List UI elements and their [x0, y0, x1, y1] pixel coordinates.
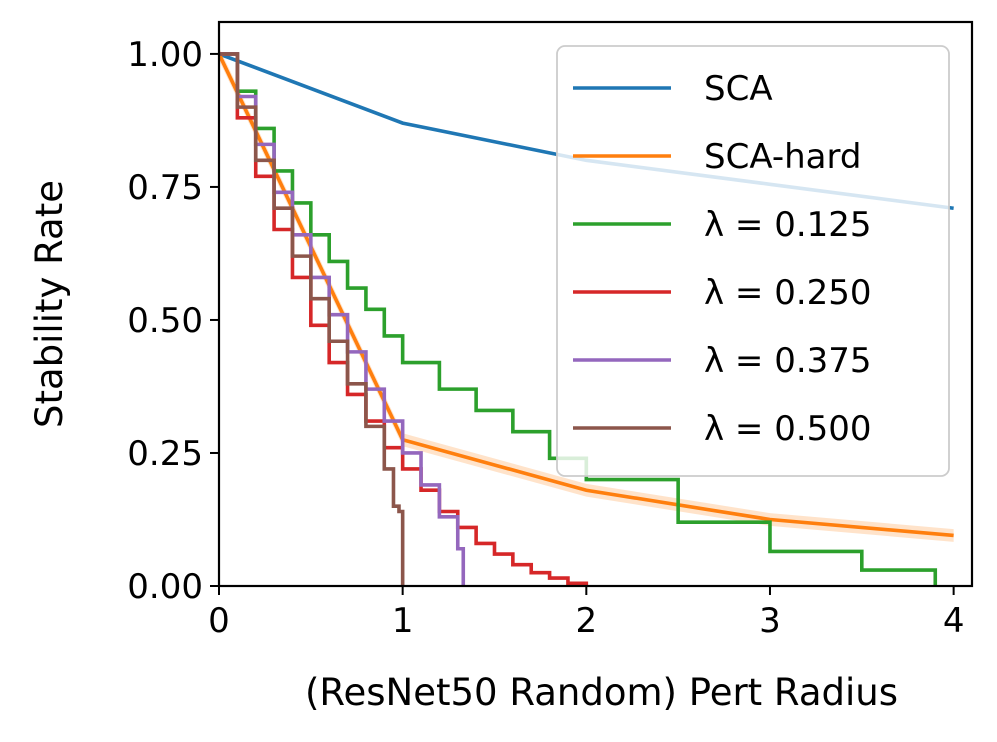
x-tick-label: 4 [943, 601, 965, 641]
y-tick-label: 0.75 [127, 168, 203, 208]
y-axis-ticks: 0.00 0.25 0.50 0.75 1.00 [127, 35, 219, 607]
series-line [219, 53, 954, 538]
y-tick-label: 0.00 [127, 567, 203, 607]
legend-label: λ = 0.375 [704, 341, 872, 381]
legend: SCA SCA-hard λ = 0.125 λ = 0.250 λ = 0.375 λ … [556, 45, 950, 477]
series-2 [219, 52, 938, 586]
y-tick-label: 1.00 [127, 35, 203, 75]
y-tick-label: 0.50 [127, 301, 203, 341]
x-tick-label: 0 [208, 601, 230, 641]
series-line [219, 52, 405, 586]
legend-label: λ = 0.250 [704, 273, 872, 313]
x-axis-title: (ResNet50 Random) Pert Radius [305, 671, 898, 714]
legend-label: SCA-hard [704, 137, 861, 177]
x-axis-ticks: 0 1 2 3 4 [208, 586, 964, 641]
x-tick-label: 1 [392, 601, 414, 641]
series-line [219, 52, 589, 586]
legend-label: λ = 0.500 [704, 409, 872, 449]
y-tick-label: 0.25 [127, 434, 203, 474]
series-line [219, 52, 938, 586]
x-tick-label: 2 [575, 601, 597, 641]
series-5 [219, 52, 405, 586]
legend-box [556, 45, 950, 477]
plot-frame [217, 20, 974, 588]
series-1 [219, 47, 954, 542]
series-3 [219, 52, 589, 586]
legend-label: λ = 0.125 [704, 205, 872, 245]
x-tick-label: 3 [759, 601, 781, 641]
y-axis-title: Stability Rate [28, 180, 71, 428]
legend-label: SCA [704, 69, 773, 109]
